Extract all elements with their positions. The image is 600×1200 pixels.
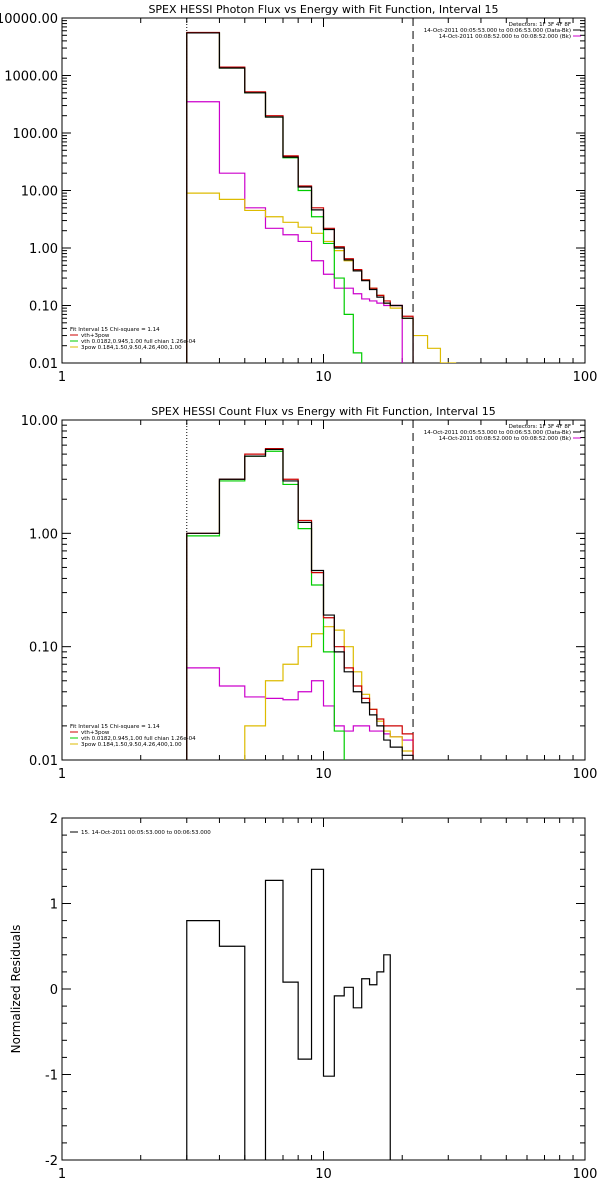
- legend-left-text: 3pow 0.184,1.50,9.50,4.26,400,1.00: [81, 742, 182, 748]
- y-tick-label: 1.00: [29, 527, 58, 542]
- series-14oct2011-line: [186, 101, 403, 363]
- panel-1: SPEX HESSI Photon Flux vs Energy with Fi…: [0, 3, 598, 385]
- legend-left-text: vth+3pow: [81, 730, 110, 736]
- y-tick-label: 100.00: [13, 127, 59, 142]
- series-vth-line: [186, 32, 363, 363]
- series-data-minus-bk-line: [186, 448, 414, 760]
- y-tick-label: 0.10: [29, 641, 58, 656]
- chart-title: SPEX HESSI Count Flux vs Energy with Fit…: [151, 405, 495, 418]
- x-tick-label: 100: [573, 1167, 598, 1182]
- y-axis-label: Normalized Residuals: [9, 925, 23, 1054]
- y-tick-label: 1000.00: [4, 70, 58, 85]
- x-tick-label: 100: [573, 767, 598, 782]
- legend-right-text: Detectors: 1F 3F 4F 8F: [509, 22, 571, 28]
- legend-left-text: vth 0.0182,0.945,1.00 full chian 1.26e-0…: [81, 736, 196, 742]
- plot-area: [186, 18, 457, 363]
- y-tick-label: -2: [45, 1154, 58, 1169]
- y-tick-label: 0.01: [29, 754, 58, 769]
- panel-3: 1 10 100 -2 -1 0 1 2 Normalized Residuals 15. 14-…: [9, 812, 597, 1182]
- series-15-line: [186, 868, 391, 1160]
- x-tick-label: 1: [58, 1167, 66, 1182]
- panel-2: SPEX HESSI Count Flux vs Energy with Fit…: [21, 405, 598, 782]
- x-tick-label: 1: [58, 767, 66, 782]
- legend-left-text: vth+3pow: [81, 333, 110, 339]
- series-vth+3pow-line: [186, 31, 414, 363]
- legend-left-text: Fit Interval 15 Chi-square = 1.14: [70, 724, 160, 730]
- x-tick-label: 10: [315, 1167, 332, 1182]
- axis-frame: [61, 17, 586, 364]
- series-3pow-line: [244, 626, 414, 760]
- y-tick-label: 1: [50, 898, 58, 913]
- y-tick-label: 0.10: [29, 300, 58, 315]
- x-tick-label: 1: [58, 370, 66, 385]
- legend-right-text: 14-Oct-2011 00:08:52.000 to 00:08:52.000…: [439, 34, 571, 40]
- y-tick-label: 0: [50, 983, 58, 998]
- x-tick-label: 10: [315, 767, 332, 782]
- legend-right-text: 14-Oct-2011 00:08:52.000 to 00:08:52.000…: [439, 436, 571, 442]
- legend-left-text: vth 0.0182,0.945,1.00 full chian 1.26e-0…: [81, 339, 196, 345]
- chart-title: SPEX HESSI Photon Flux vs Energy with Fi…: [148, 3, 498, 16]
- legend-left-text: Fit Interval 15 Chi-square = 1.14: [70, 327, 160, 333]
- y-tick-label: 1.00: [29, 242, 58, 257]
- y-tick-label: 10000.00: [0, 12, 58, 27]
- series-3pow-line: [186, 192, 457, 363]
- x-tick-label: 10: [315, 370, 332, 385]
- y-tick-label: 0.01: [29, 357, 58, 372]
- legend-right-text: Detectors: 1F 3F 4F 8F: [509, 424, 571, 430]
- series-vth+3pow-line: [186, 447, 414, 760]
- plot-area: [186, 868, 391, 1160]
- series-vth-line: [186, 450, 345, 760]
- legend-right-text: 14-Oct-2011 00:05:53.000 to 00:06:53.000…: [424, 28, 571, 34]
- plot-area: [186, 420, 414, 760]
- y-tick-label: 10.00: [21, 185, 58, 200]
- y-tick-label: 2: [50, 812, 58, 827]
- y-tick-label: -1: [45, 1069, 58, 1084]
- legend-left-text: 3pow 0.184,1.50,9.50,4.26,400,1.00: [81, 345, 182, 351]
- series-14oct2011-line: [186, 667, 414, 760]
- legend-left-text: 15. 14-Oct-2011 00:05:53.000 to 00:06:53…: [81, 830, 211, 836]
- series-data-minus-bk-line: [186, 32, 414, 363]
- legend-right-text: 14-Oct-2011 00:05:53.000 to 00:06:53.000…: [424, 430, 571, 436]
- y-tick-label: 10.00: [21, 414, 58, 429]
- x-tick-label: 100: [573, 370, 598, 385]
